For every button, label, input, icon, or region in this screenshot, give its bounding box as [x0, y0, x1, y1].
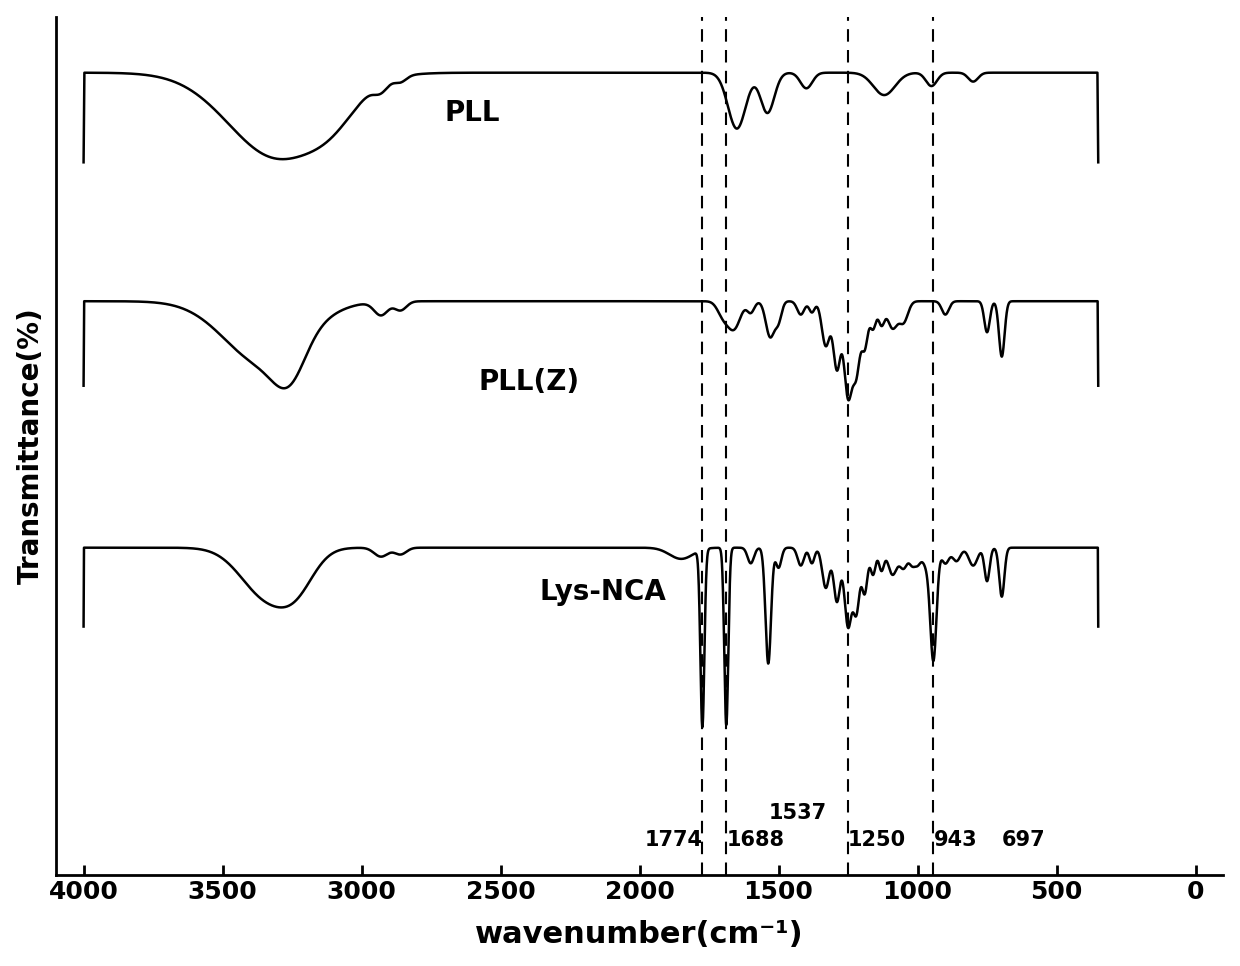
Text: 1250: 1250: [848, 830, 906, 850]
X-axis label: wavenumber(cm⁻¹): wavenumber(cm⁻¹): [475, 921, 804, 950]
Text: 943: 943: [934, 830, 977, 850]
Text: 1774: 1774: [645, 830, 702, 850]
Y-axis label: Transmittance(%): Transmittance(%): [16, 307, 45, 584]
Text: 1688: 1688: [727, 830, 784, 850]
Text: Lys-NCA: Lys-NCA: [539, 579, 666, 607]
Text: 697: 697: [1002, 830, 1045, 850]
Text: PLL(Z): PLL(Z): [479, 368, 579, 396]
Text: PLL: PLL: [445, 99, 501, 127]
Text: 1537: 1537: [769, 803, 826, 823]
